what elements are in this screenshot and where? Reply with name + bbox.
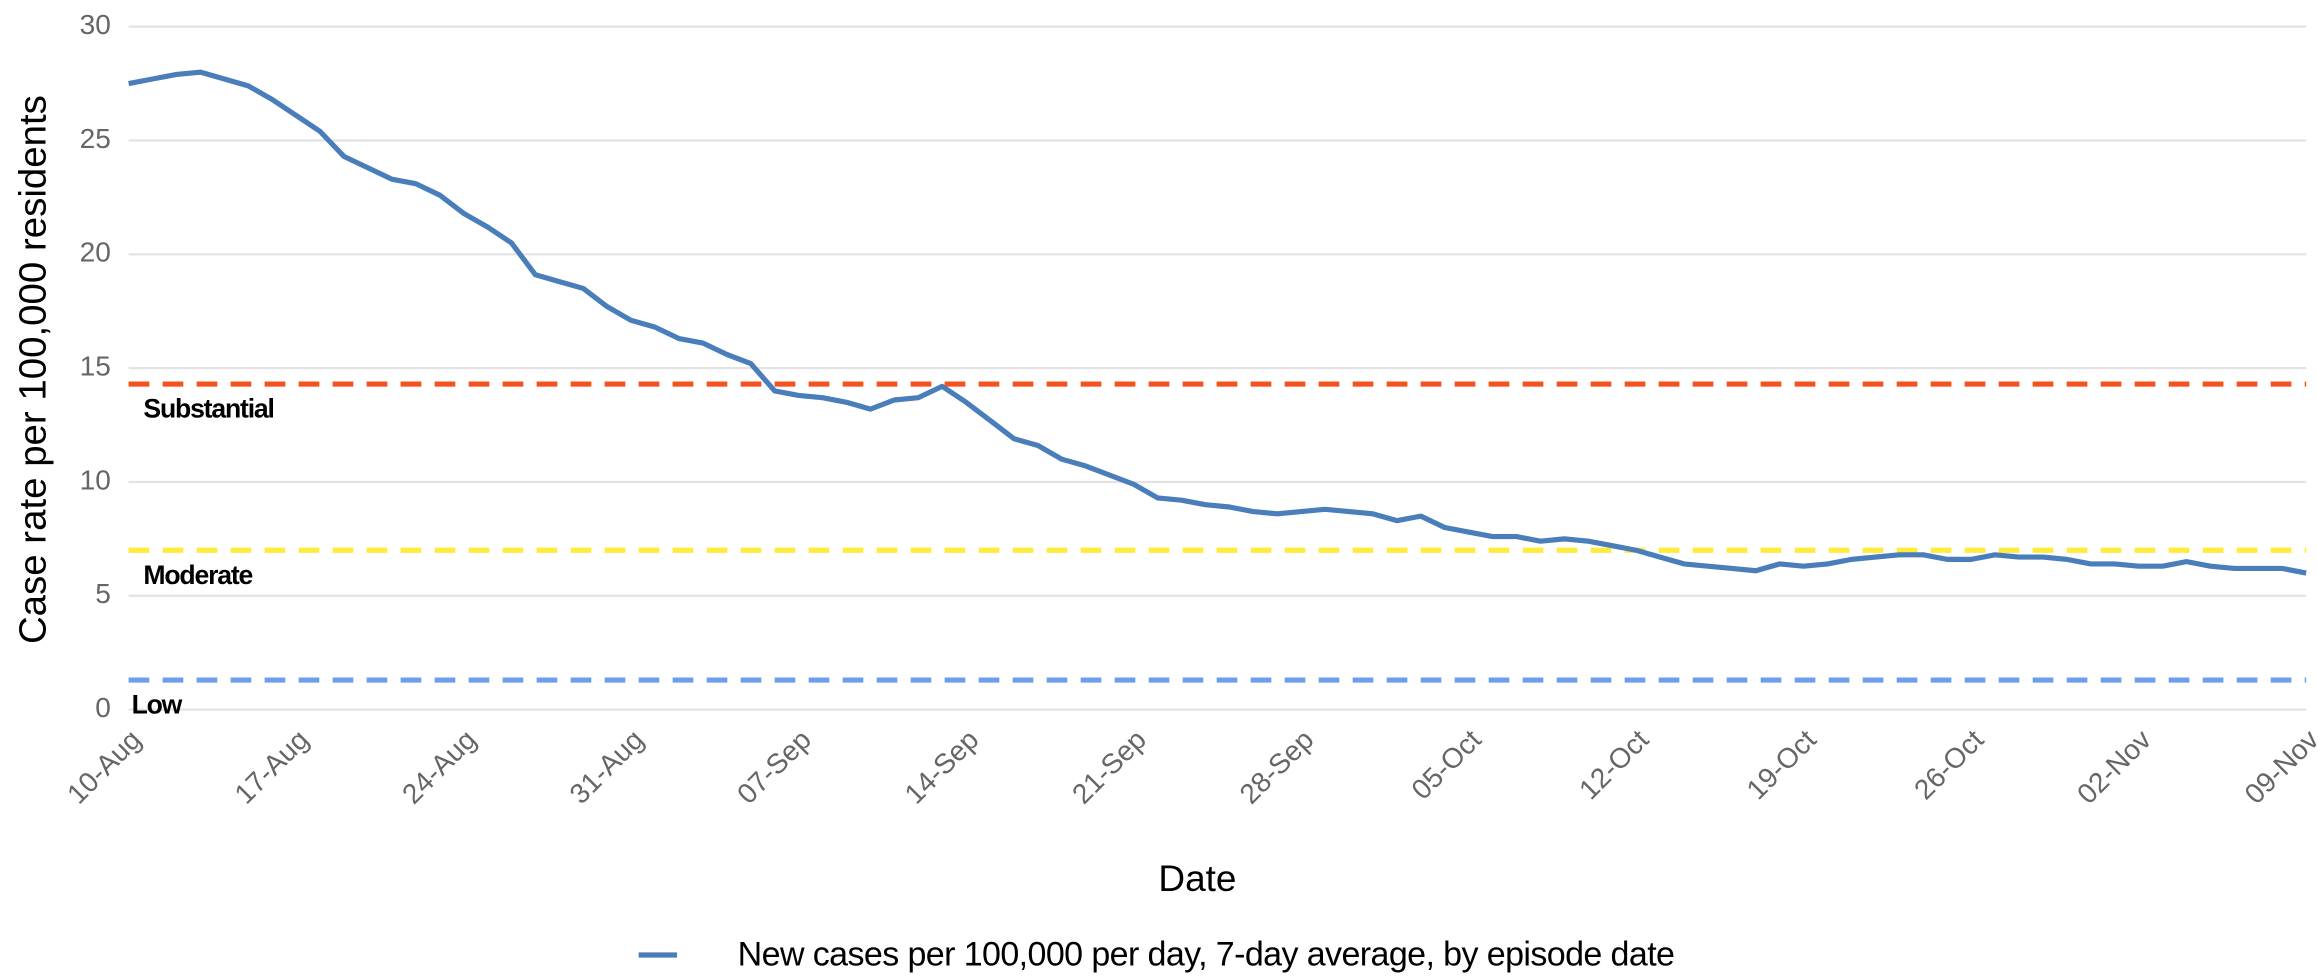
x-tick-label: 19-Oct bbox=[1741, 724, 1823, 806]
x-tick-label: 09-Nov bbox=[2239, 724, 2318, 810]
y-tick-label: 15 bbox=[80, 351, 111, 382]
x-tick-label: 28-Sep bbox=[1234, 724, 1320, 810]
y-axis-title: Case rate per 100,000 residents bbox=[12, 95, 55, 644]
x-tick-label: 21-Sep bbox=[1066, 724, 1152, 810]
x-tick-label: 14-Sep bbox=[899, 724, 985, 810]
x-axis-title: Date bbox=[1158, 858, 1236, 899]
x-tick-label: 31-Aug bbox=[564, 724, 650, 810]
y-tick-label: 0 bbox=[95, 692, 111, 723]
x-tick-label: 26-Oct bbox=[1908, 724, 1990, 806]
y-tick-label: 30 bbox=[80, 9, 111, 40]
x-tick-label: 17-Aug bbox=[229, 724, 315, 810]
x-tick-label: 24-Aug bbox=[396, 724, 482, 810]
y-tick-label: 5 bbox=[95, 578, 111, 609]
series-line bbox=[128, 69, 2307, 576]
threshold-label: Substantial bbox=[143, 394, 273, 424]
legend-label: New cases per 100,000 per day, 7-day ave… bbox=[738, 935, 1675, 973]
y-tick-label: 20 bbox=[80, 237, 111, 268]
threshold-label: Low bbox=[132, 690, 183, 720]
threshold-label: Moderate bbox=[143, 560, 252, 590]
x-tick-label: 05-Oct bbox=[1406, 724, 1488, 806]
x-tick-label: 12-Oct bbox=[1573, 724, 1655, 806]
x-tick-label: 02-Nov bbox=[2071, 724, 2157, 810]
x-tick-label: 07-Sep bbox=[731, 724, 817, 810]
x-tick-label: 10-Aug bbox=[61, 724, 147, 810]
y-tick-label: 10 bbox=[80, 464, 111, 495]
y-tick-label: 25 bbox=[80, 123, 111, 154]
